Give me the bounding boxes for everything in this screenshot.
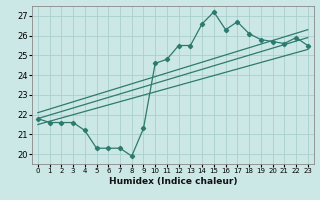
X-axis label: Humidex (Indice chaleur): Humidex (Indice chaleur) [108, 177, 237, 186]
